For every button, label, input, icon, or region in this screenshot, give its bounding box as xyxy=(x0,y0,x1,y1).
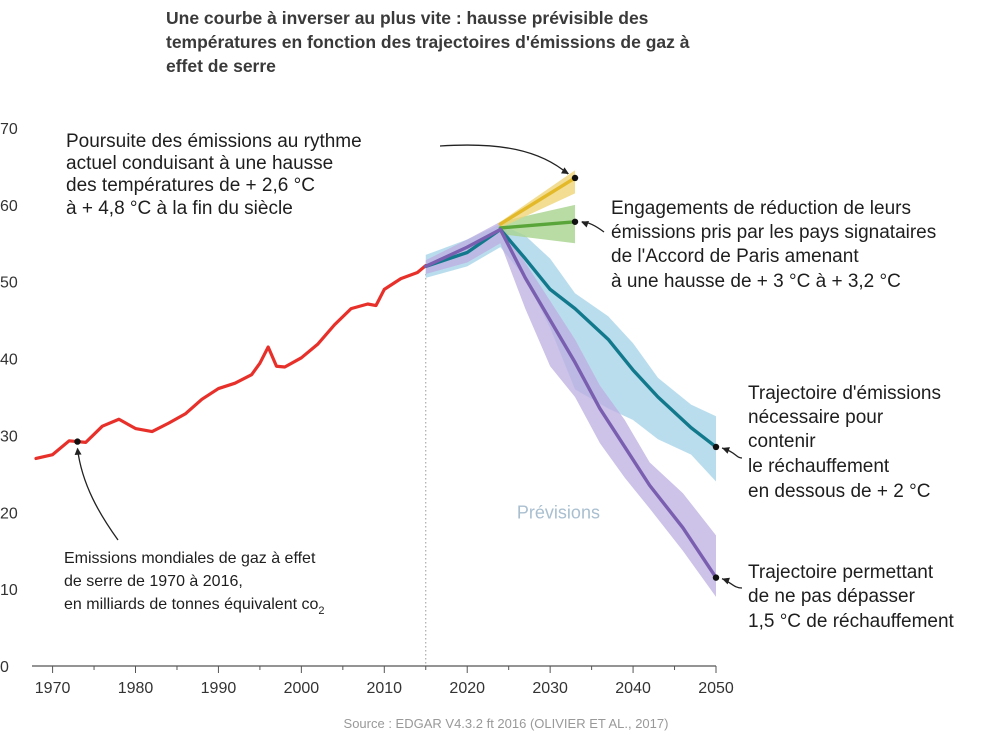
annotation-historical-subscript: 2 xyxy=(318,605,324,617)
x-tick-label: 2000 xyxy=(284,680,320,697)
annotation-historical-line-3: en milliards de tonnes équivalent co2 xyxy=(64,596,325,617)
x-tick-label: 2030 xyxy=(532,680,568,697)
annotation-one-five-line-2: de ne pas dépasser xyxy=(748,586,916,607)
annotation-two-degrees-line-2: nécessaire pour xyxy=(748,407,884,428)
current-rhythm-line xyxy=(498,176,577,226)
annotation-historical-line-1: Emissions mondiales de gaz à effet xyxy=(64,550,316,567)
x-tick-label: 2050 xyxy=(698,680,734,697)
x-tick-label: 2020 xyxy=(449,680,485,697)
x-tick-label: 1980 xyxy=(118,680,154,697)
annotation-paris-line-4: à une hausse de + 3 °C à + 3,2 °C xyxy=(611,271,901,292)
x-axis: 1970 1980 1990 2000 2010 2020 2030 2040 2050 xyxy=(32,665,734,697)
annotation-historical-line-3-main: en milliards de tonnes équivalent co xyxy=(64,596,318,613)
annotation-historical-line-2: de serre de 1970 à 2016, xyxy=(64,573,243,590)
paris-marker xyxy=(571,218,579,225)
annotation-current-rhythm-line-1: Poursuite des émissions au rythme xyxy=(66,131,362,152)
chart-title-line-3: effet de serre xyxy=(166,56,276,76)
one-five-marker xyxy=(712,574,720,581)
annotation-current-rhythm: Poursuite des émissions au rythme actuel… xyxy=(66,131,362,219)
historical-marker xyxy=(74,438,81,445)
y-tick-label: 40 xyxy=(0,352,18,369)
current-rhythm-marker xyxy=(571,174,579,182)
x-tick-label: 2040 xyxy=(615,680,651,697)
one-five-line xyxy=(424,227,718,580)
annotation-paris-line-2: émissions pris par les pays signataires xyxy=(611,222,936,243)
two-degrees-marker xyxy=(712,443,720,451)
y-tick-label: 10 xyxy=(0,582,18,599)
x-tick-label: 1970 xyxy=(35,680,71,697)
annotation-two-degrees: Trajectoire d'émissions nécessaire pour … xyxy=(748,383,941,502)
annotation-current-rhythm-line-3: des températures de + 2,6 °C xyxy=(66,175,315,196)
chart-title: Une courbe à inverser au plus vite : hau… xyxy=(166,6,826,78)
y-tick-label: 30 xyxy=(0,428,18,445)
one-five-band xyxy=(425,221,716,597)
chart-title-line-2: températures en fonction des trajectoire… xyxy=(166,32,690,52)
annotation-paris: Engagements de réduction de leurs émissi… xyxy=(611,198,936,292)
current-rhythm-arrow xyxy=(439,144,569,175)
annotation-paris-line-3: de l'Accord de Paris amenant xyxy=(611,246,859,267)
x-tick-label: 2010 xyxy=(366,680,402,697)
historical-arrow-head xyxy=(74,447,82,456)
annotation-one-five-line-3: 1,5 °C de réchauffement xyxy=(748,611,955,632)
annotation-two-degrees-line-3: contenir xyxy=(748,431,816,452)
historical-arrow xyxy=(76,448,119,541)
chart-title-line-1: Une courbe à inverser au plus vite : hau… xyxy=(166,8,649,28)
one-five-arrow-head xyxy=(722,577,730,585)
x-tick-label: 1990 xyxy=(201,680,237,697)
current-rhythm-arrow-head xyxy=(561,167,570,174)
annotation-two-degrees-line-5: en dessous de + 2 °C xyxy=(748,481,930,502)
two-degrees-arrow-head xyxy=(722,447,730,454)
y-tick-label: 70 xyxy=(0,121,18,138)
annotation-historical: Emissions mondiales de gaz à effet de se… xyxy=(64,550,325,617)
series-markers xyxy=(74,174,720,581)
annotation-current-rhythm-line-2: actuel conduisant à une hausse xyxy=(66,153,333,174)
annotation-current-rhythm-line-4: à + 4,8 °C à la fin du siècle xyxy=(66,198,293,219)
annotation-two-degrees-line-1: Trajectoire d'émissions xyxy=(748,383,941,404)
series-lines xyxy=(34,176,718,580)
paris-arrow-head xyxy=(581,220,589,228)
historical-line xyxy=(34,263,428,461)
source-note: Source : EDGAR V4.3.2 ft 2016 (OLIVIER E… xyxy=(344,716,669,731)
annotation-arrows xyxy=(74,144,743,589)
annotation-one-five: Trajectoire permettant de ne pas dépasse… xyxy=(748,562,955,632)
forecast-label: Prévisions xyxy=(517,502,600,522)
annotation-one-five-line-1: Trajectoire permettant xyxy=(748,562,934,583)
y-axis: 0 10 20 30 40 50 60 70 xyxy=(0,121,18,676)
annotation-paris-line-1: Engagements de réduction de leurs xyxy=(611,198,911,219)
y-tick-label: 20 xyxy=(0,505,18,522)
y-tick-label: 60 xyxy=(0,198,18,215)
y-tick-label: 0 xyxy=(0,659,9,676)
paris-line xyxy=(498,220,577,230)
annotation-two-degrees-line-4: le réchauffement xyxy=(748,456,890,477)
y-tick-label: 50 xyxy=(0,275,18,292)
